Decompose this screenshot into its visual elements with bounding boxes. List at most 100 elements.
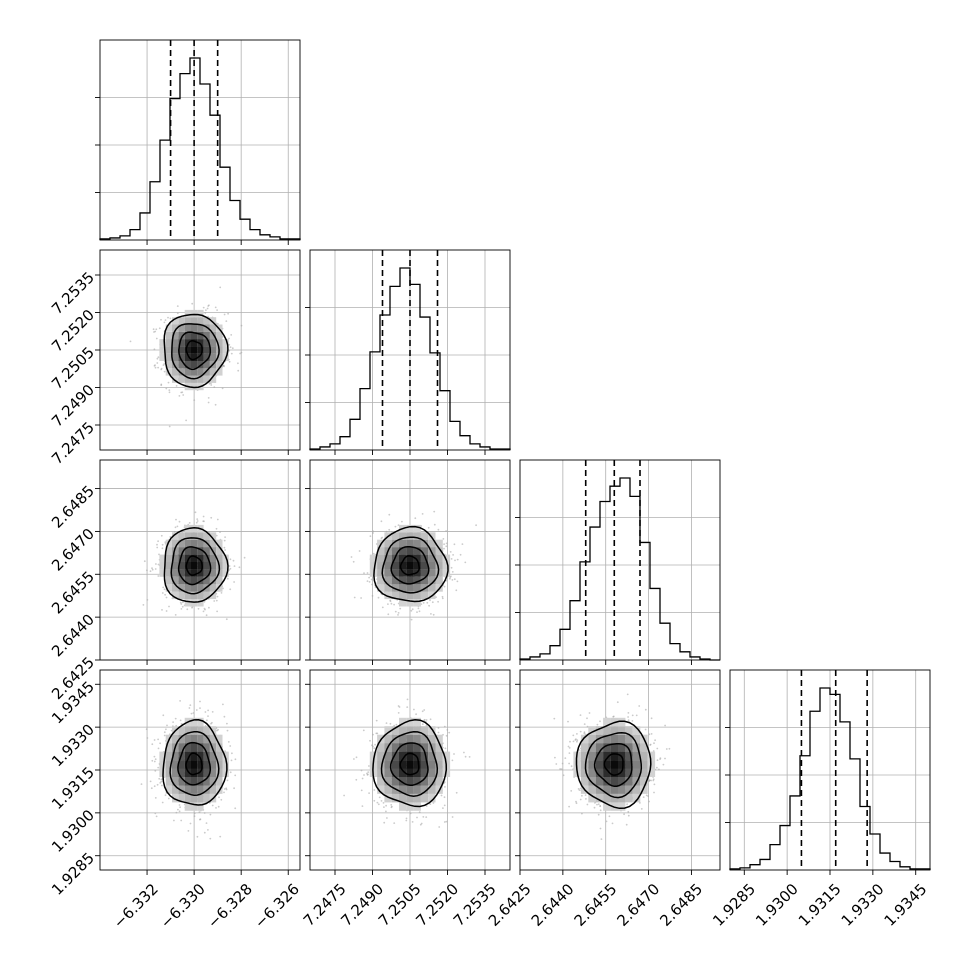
scatter-point	[151, 787, 153, 789]
y-tick-label: 2.6440	[48, 610, 98, 660]
scatter-point	[195, 511, 197, 513]
scatter-point	[230, 771, 232, 773]
scatter-point	[157, 767, 159, 769]
scatter-point	[438, 826, 440, 828]
scatter-point	[241, 325, 243, 327]
scatter-point	[454, 560, 456, 562]
scatter-point	[362, 778, 364, 780]
scatter-point	[225, 787, 227, 789]
scatter-point	[229, 565, 231, 567]
density-cell	[406, 532, 413, 539]
scatter-point	[177, 312, 179, 314]
scatter-point	[193, 399, 195, 401]
density-cell	[191, 361, 197, 368]
scatter-point	[416, 611, 418, 613]
scatter-point	[164, 731, 166, 733]
density-cell	[191, 726, 197, 735]
scatter-point	[181, 608, 183, 610]
scatter-point	[237, 370, 239, 372]
x-tick-label: −6.332	[110, 880, 162, 932]
scatter-point	[208, 397, 210, 399]
density-cell	[191, 769, 197, 778]
density-cell	[191, 584, 197, 591]
scatter-point	[212, 805, 214, 807]
scatter-point	[237, 362, 239, 364]
scatter-point	[157, 575, 159, 577]
scatter-point	[217, 729, 219, 731]
density-cell	[172, 346, 178, 353]
scatter-point	[383, 802, 385, 804]
scatter-point	[154, 365, 156, 367]
scatter-point	[390, 804, 392, 806]
scatter-point	[198, 608, 200, 610]
scatter-point	[164, 588, 166, 590]
density-cell	[377, 555, 384, 562]
scatter-point	[164, 371, 166, 373]
scatter-point	[150, 570, 152, 572]
scatter-point	[244, 557, 246, 559]
scatter-point	[161, 785, 163, 787]
density-cell	[204, 562, 210, 569]
scatter-point	[156, 547, 158, 549]
scatter-point	[353, 758, 355, 760]
scatter-point	[151, 743, 153, 745]
scatter-point	[226, 618, 228, 620]
scatter-point	[177, 526, 179, 528]
density-cell	[185, 735, 191, 744]
density-cell	[166, 577, 172, 584]
scatter-point	[154, 756, 156, 758]
scatter-point	[232, 347, 234, 349]
scatter-point	[180, 603, 182, 605]
y-tick-label: 1.9285	[48, 849, 98, 899]
scatter-point	[196, 518, 198, 520]
scatter-point	[182, 601, 184, 603]
scatter-point	[451, 567, 453, 569]
scatter-point	[434, 524, 436, 526]
scatter-point	[449, 578, 451, 580]
scatter-point	[444, 786, 446, 788]
scatter-point	[156, 816, 158, 818]
density-cell	[204, 743, 210, 752]
scatter-point	[162, 714, 164, 716]
scatter-point	[433, 511, 435, 513]
scatter-point	[443, 548, 445, 550]
scatter-point	[465, 756, 467, 758]
density-cell	[191, 310, 197, 317]
scatter-point	[167, 317, 169, 319]
scatter-point	[151, 760, 153, 762]
x-tick-label: −6.328	[204, 880, 256, 932]
scatter-point	[196, 709, 198, 711]
scatter-point	[216, 611, 218, 613]
scatter-point	[205, 309, 207, 311]
scatter-point	[176, 385, 178, 387]
scatter-point	[446, 543, 448, 545]
scatter-point	[150, 781, 152, 783]
scatter-point	[185, 420, 187, 422]
scatter-point	[411, 619, 413, 621]
scatter-point	[158, 778, 160, 780]
scatter-point	[231, 353, 233, 355]
scatter-point	[223, 792, 225, 794]
scatter-point	[219, 531, 221, 533]
scatter-point	[445, 748, 447, 750]
scatter-point	[428, 527, 430, 529]
scatter-point	[387, 613, 389, 615]
scatter-point	[399, 706, 401, 708]
scatter-point	[191, 713, 193, 715]
scatter-point	[444, 726, 446, 728]
scatter-point	[206, 719, 208, 721]
scatter-point	[186, 608, 188, 610]
scatter-point	[175, 614, 177, 616]
scatter-point	[179, 395, 181, 397]
scatter-point	[366, 773, 368, 775]
scatter-point	[165, 794, 167, 796]
scatter-point	[154, 770, 156, 772]
density-cell	[178, 592, 184, 599]
scatter-point	[199, 707, 201, 709]
scatter-point	[216, 309, 218, 311]
scatter-point	[378, 803, 380, 805]
scatter-point	[168, 389, 170, 391]
density-cell	[197, 735, 203, 744]
density-cell	[191, 718, 197, 727]
